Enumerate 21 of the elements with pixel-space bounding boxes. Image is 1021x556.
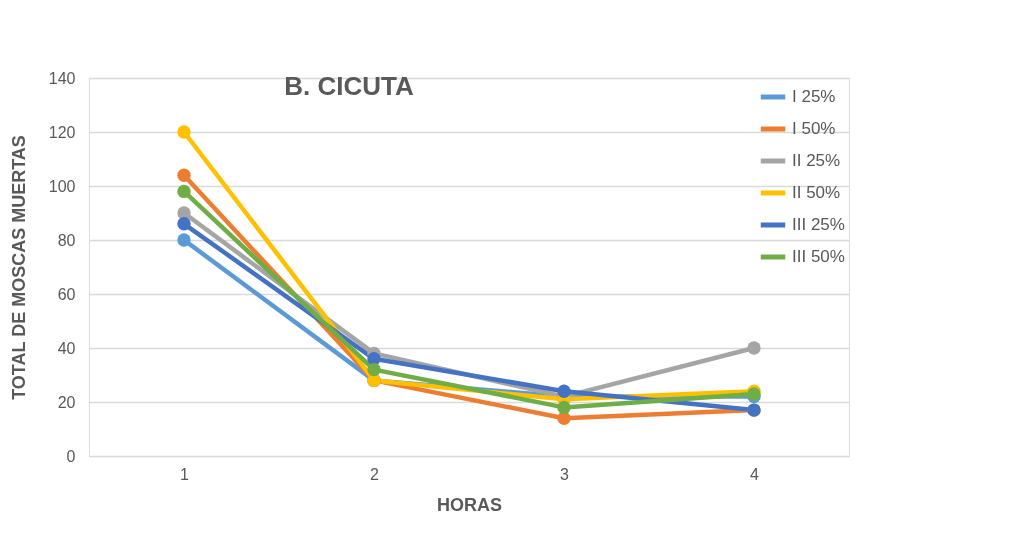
y-tick-label: 0 bbox=[66, 447, 76, 465]
y-tick-label: 100 bbox=[48, 177, 76, 195]
y-tick-label: 140 bbox=[48, 69, 76, 87]
y-tick-label: 120 bbox=[48, 123, 76, 141]
y-axis-title: TOTAL DE MOSCAS MUERTAS bbox=[8, 135, 29, 400]
x-tick-label: 3 bbox=[560, 465, 570, 483]
legend-label: III 50% bbox=[792, 247, 845, 266]
x-tick-label: 4 bbox=[750, 465, 760, 483]
x-tick-label: 1 bbox=[180, 465, 190, 483]
legend-label: I 25% bbox=[792, 87, 836, 106]
y-tick-label: 20 bbox=[57, 393, 76, 411]
y-tick-label: 80 bbox=[57, 231, 76, 249]
y-tick-label: 40 bbox=[57, 339, 76, 357]
chart-title: B. CICUTA bbox=[284, 71, 414, 101]
x-tick-label: 2 bbox=[370, 465, 380, 483]
legend-label: II 25% bbox=[792, 151, 841, 170]
x-axis-title: HORAS bbox=[436, 494, 503, 515]
y-tick-label: 60 bbox=[57, 285, 76, 303]
legend-label: II 50% bbox=[792, 183, 841, 202]
legend-label: III 25% bbox=[792, 215, 845, 234]
legend-label: I 50% bbox=[792, 119, 836, 138]
